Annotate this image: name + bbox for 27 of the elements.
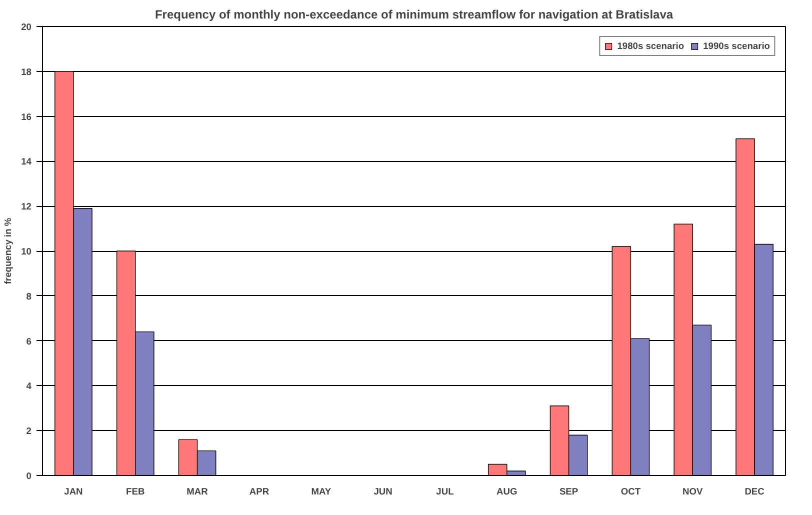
y-tick-label: 2 bbox=[26, 426, 32, 436]
x-tick-label: AUG bbox=[496, 486, 518, 496]
y-tick-label: 14 bbox=[21, 156, 32, 167]
x-tick-label: APR bbox=[249, 486, 270, 496]
y-tick-label: 12 bbox=[21, 202, 32, 212]
x-tick-label: MAR bbox=[186, 486, 208, 496]
x-tick-label: MAY bbox=[311, 486, 332, 496]
x-tick-label: DEC bbox=[744, 486, 765, 496]
x-tick-label: JAN bbox=[64, 486, 84, 496]
y-tick-label: 18 bbox=[21, 66, 32, 77]
y-tick-label: 10 bbox=[21, 246, 32, 256]
x-tick-label: NOV bbox=[682, 486, 704, 496]
y-tick-label: 0 bbox=[26, 471, 32, 481]
y-axis-title: frequency in % bbox=[3, 217, 14, 284]
y-tick-label: 8 bbox=[26, 291, 32, 302]
chart-title: Frequency of monthly non-exceedance of minimum streamflow for navigation at Bratislava bbox=[154, 8, 674, 22]
y-tick-label: 16 bbox=[21, 112, 32, 122]
x-tick-label: SEP bbox=[559, 486, 578, 496]
x-tick-label: OCT bbox=[620, 486, 641, 496]
y-tick-label: 4 bbox=[26, 381, 32, 392]
legend-label: 1980s scenario bbox=[617, 41, 684, 51]
x-tick-label: FEB bbox=[126, 486, 145, 496]
y-tick-label: 20 bbox=[21, 22, 32, 32]
y-tick-label: 6 bbox=[26, 336, 32, 346]
x-tick-label: JUL bbox=[436, 486, 454, 496]
x-tick-label: JUN bbox=[374, 486, 393, 496]
legend-label: 1990s scenario bbox=[703, 41, 770, 51]
